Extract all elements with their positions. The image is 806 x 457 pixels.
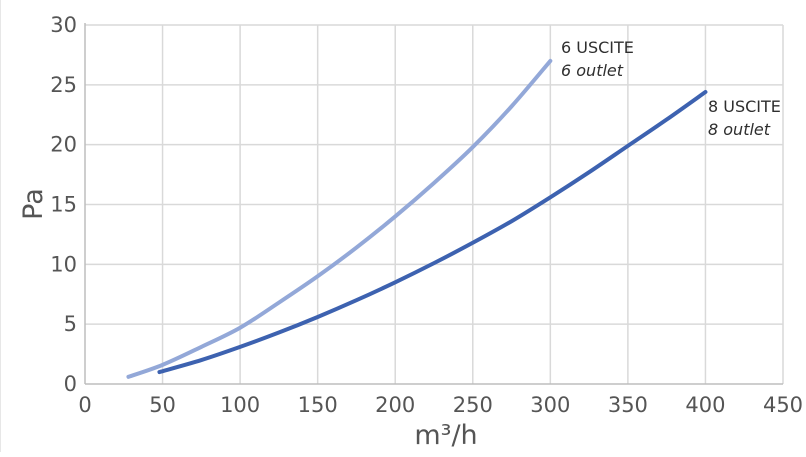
series-label-1-line1: 6 USCITE	[561, 38, 634, 57]
series-labels: 6 USCITE 6 outlet 8 USCITE 8 outlet	[561, 38, 781, 139]
y-tick-label-5: 5	[64, 312, 77, 336]
x-tick-label-300: 300	[530, 393, 570, 417]
x-tick-label-450: 450	[763, 393, 803, 417]
x-tick-label-200: 200	[375, 393, 415, 417]
series-line-1	[126, 58, 553, 379]
series-lines	[126, 58, 708, 379]
series-label-2-line2: 8 outlet	[708, 120, 771, 139]
x-tick-label-350: 350	[608, 393, 648, 417]
x-tick-label-50: 50	[149, 393, 176, 417]
y-tick-label-25: 25	[50, 73, 77, 97]
y-tick-label-0: 0	[64, 372, 77, 396]
series-label-2-line1: 8 USCITE	[708, 97, 781, 116]
x-tick-label-150: 150	[298, 393, 338, 417]
y-axis-label: Pa	[18, 188, 49, 220]
series-label-1-line2: 6 outlet	[561, 61, 624, 80]
x-tick-label-250: 250	[453, 393, 493, 417]
y-tick-label-20: 20	[50, 133, 77, 157]
x-tick-label-100: 100	[220, 393, 260, 417]
axes	[84, 23, 783, 385]
y-tick-label-30: 30	[50, 13, 77, 37]
x-tick-label-0: 0	[78, 393, 91, 417]
y-tick-label-15: 15	[50, 193, 77, 217]
x-axis-label: m³/h	[414, 420, 477, 451]
grid	[85, 24, 784, 384]
series-line-2	[157, 90, 708, 375]
x-tick-label-400: 400	[685, 393, 725, 417]
tick-labels: 0 50 100 150 200 250 300 350 400 450 0 5 10 15 20 25 30	[50, 13, 803, 417]
y-tick-label-10: 10	[50, 252, 77, 276]
